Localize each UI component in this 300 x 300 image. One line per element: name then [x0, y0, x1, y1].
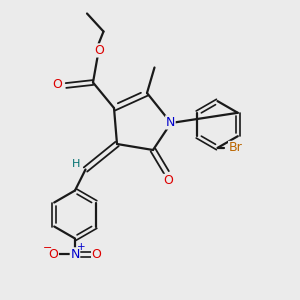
Text: N: N: [70, 248, 80, 261]
Text: O: O: [92, 248, 101, 261]
Text: Br: Br: [229, 141, 242, 154]
Text: O: O: [163, 174, 173, 188]
Text: −: −: [43, 243, 53, 253]
Text: N: N: [166, 116, 175, 129]
Text: O: O: [52, 77, 62, 91]
Text: H: H: [72, 159, 81, 169]
Text: O: O: [94, 44, 104, 57]
Text: O: O: [49, 248, 58, 261]
Text: +: +: [77, 242, 86, 252]
